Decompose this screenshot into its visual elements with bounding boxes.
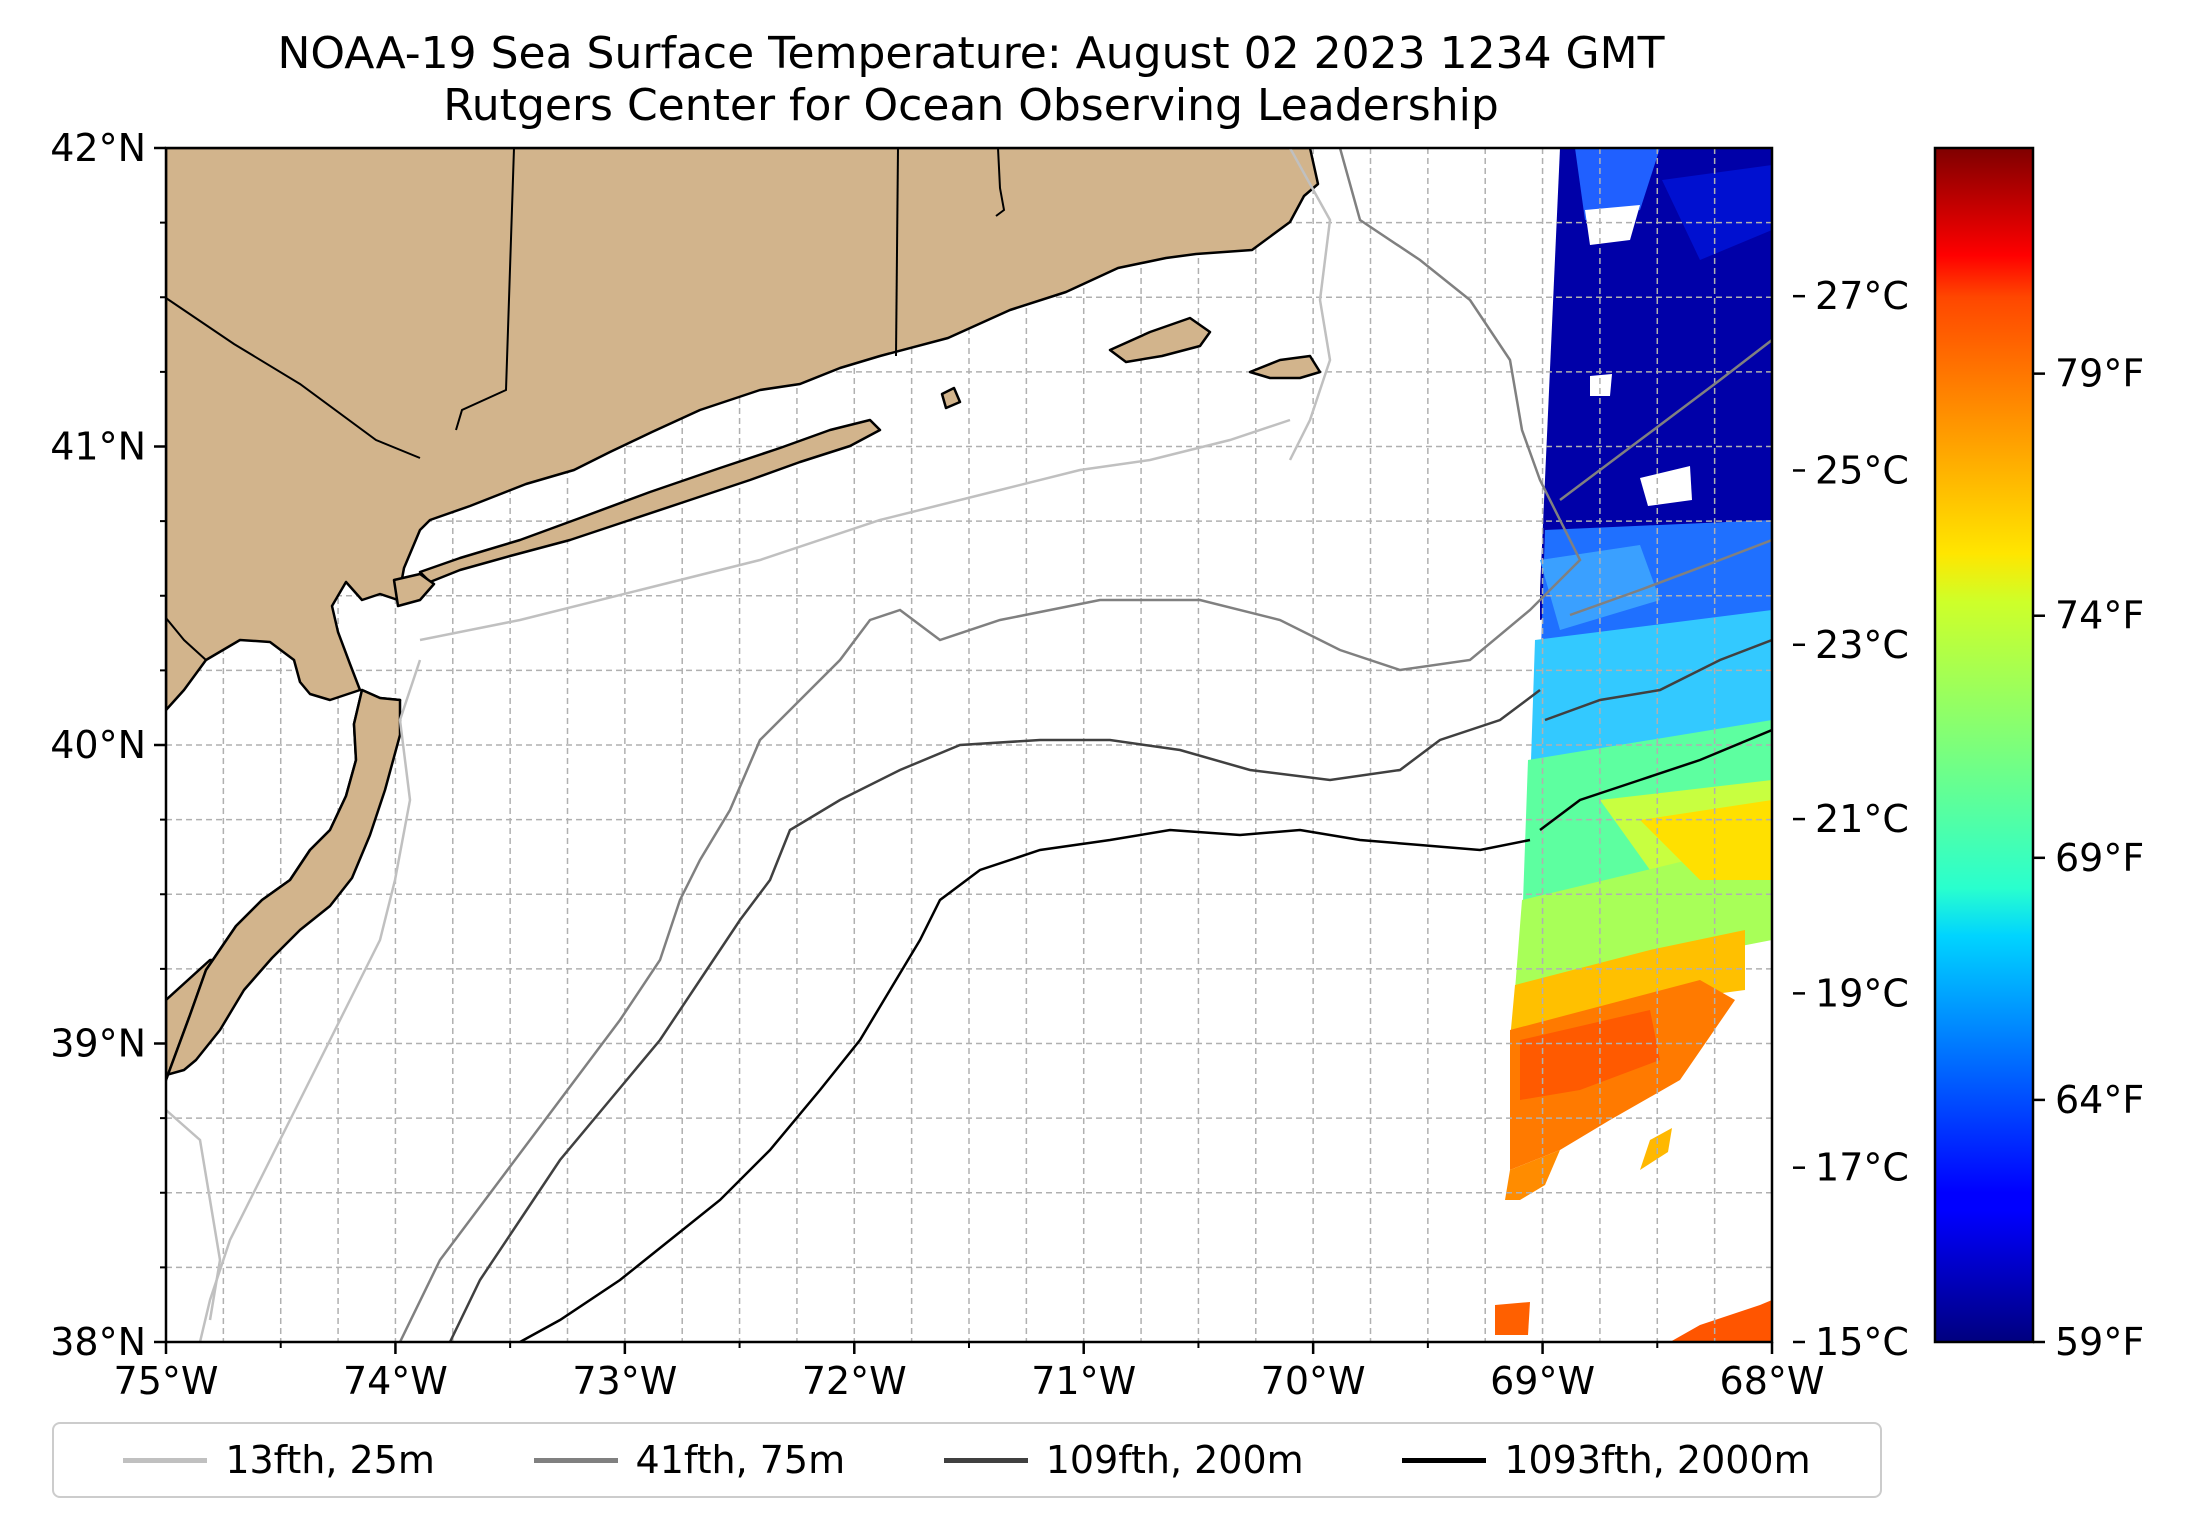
fahrenheit-tick-label: 79°F [2055, 352, 2144, 396]
legend-swatch-25m [123, 1457, 208, 1463]
lon-tick-label: 73°W [572, 1359, 677, 1403]
lat-tick-label: 39°N [50, 1022, 146, 1066]
lon-tick-label: 69°W [1490, 1359, 1595, 1403]
legend-swatch-200m [943, 1457, 1028, 1463]
land [166, 148, 1322, 1082]
state-borders [166, 148, 1006, 661]
isobath-legend: 13fth, 25m 41fth, 75m 109fth, 200m 1093f… [52, 1422, 1882, 1498]
colorbar [1933, 146, 2035, 1344]
celsius-tick-label: 25°C [1815, 448, 1909, 492]
lon-tick-label: 75°W [114, 1359, 219, 1403]
fahrenheit-tick-label: 64°F [2055, 1078, 2144, 1122]
latitude-axis: 38°N 39°N 40°N 41°N 42°N [50, 126, 166, 1364]
fahrenheit-tick-label: 69°F [2055, 836, 2144, 880]
isobath-25m [166, 148, 1332, 1342]
colorbar-fahrenheit-axis: 59°F 64°F 69°F 74°F 79°F [2033, 352, 2144, 1364]
colorbar-celsius-axis: 15°C 17°C 19°C 21°C 23°C 25°C 27°C [1793, 274, 1909, 1364]
legend-item-25m: 13fth, 25m [123, 1438, 435, 1482]
legend-swatch-75m [533, 1457, 618, 1463]
celsius-tick-label: 23°C [1815, 623, 1909, 667]
celsius-tick-label: 17°C [1815, 1146, 1909, 1190]
celsius-tick-label: 21°C [1815, 797, 1909, 841]
map-title: NOAA-19 Sea Surface Temperature: August … [277, 28, 1665, 79]
lon-tick-label: 72°W [802, 1359, 907, 1403]
legend-label-200m: 109fth, 200m [1045, 1438, 1304, 1482]
map-subtitle: Rutgers Center for Ocean Observing Leade… [443, 80, 1499, 131]
fahrenheit-tick-label: 59°F [2055, 1320, 2144, 1364]
lon-tick-label: 70°W [1261, 1359, 1366, 1403]
lon-tick-label: 71°W [1031, 1359, 1136, 1403]
lon-tick-label: 68°W [1720, 1359, 1825, 1403]
lon-tick-label: 74°W [343, 1359, 448, 1403]
legend-swatch-2000m [1402, 1457, 1487, 1463]
isobath-2000m [519, 728, 1772, 1342]
celsius-tick-label: 15°C [1815, 1320, 1909, 1364]
legend-label-75m: 41fth, 75m [635, 1438, 846, 1482]
lat-tick-label: 40°N [50, 723, 146, 767]
lat-tick-label: 38°N [50, 1320, 146, 1364]
celsius-tick-label: 27°C [1815, 274, 1909, 318]
legend-label-2000m: 1093fth, 2000m [1504, 1438, 1811, 1482]
isobath-200m [448, 638, 1772, 1342]
isobath-75m [398, 148, 1772, 1342]
fahrenheit-tick-label: 74°F [2055, 594, 2144, 638]
lat-tick-label: 42°N [50, 126, 146, 170]
legend-item-2000m: 1093fth, 2000m [1402, 1438, 1811, 1482]
legend-label-25m: 13fth, 25m [225, 1438, 435, 1482]
lat-tick-label: 41°N [50, 425, 146, 469]
legend-item-75m: 41fth, 75m [533, 1438, 846, 1482]
legend-item-200m: 109fth, 200m [943, 1438, 1304, 1482]
longitude-axis: 75°W 74°W 73°W 72°W 71°W 70°W 69°W 68°W [114, 1342, 1825, 1403]
celsius-tick-label: 19°C [1815, 971, 1909, 1015]
